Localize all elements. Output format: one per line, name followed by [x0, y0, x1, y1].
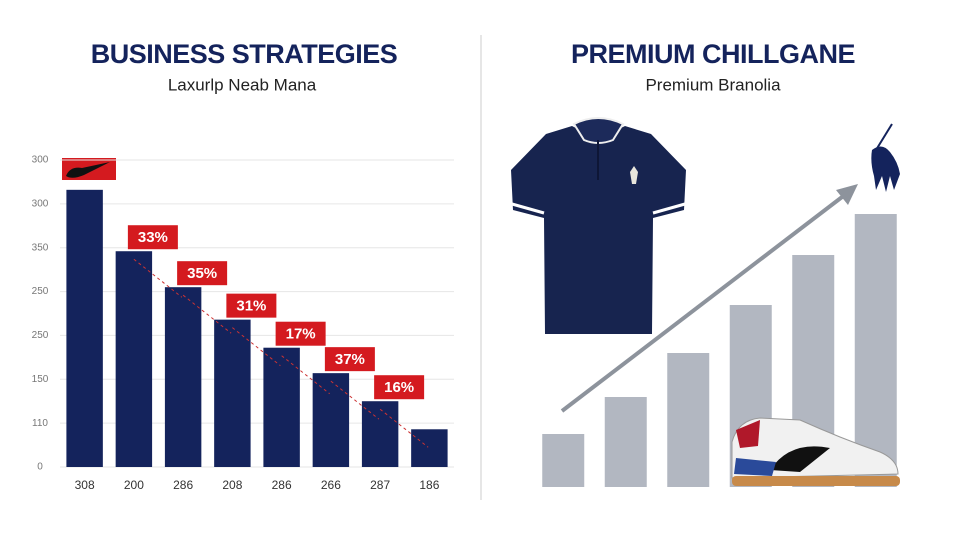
connector: [133, 258, 183, 298]
sneaker: [731, 417, 900, 486]
bar: [66, 189, 103, 467]
x-tick-label: 200: [124, 478, 144, 492]
annotation-box: [226, 293, 277, 318]
y-tick-label: 250: [32, 286, 49, 297]
connector: [330, 380, 380, 420]
bar: [604, 397, 647, 487]
annotation: 33%: [138, 229, 168, 246]
polo-shirt: [511, 117, 686, 334]
swoosh-badge: [62, 158, 116, 180]
right-title: PREMIUM CHILLGANE: [571, 39, 855, 69]
bar: [854, 214, 897, 487]
connector: [379, 408, 429, 448]
x-tick-label: 286: [173, 478, 193, 492]
annotation: 35%: [187, 265, 217, 282]
left-subtitle: Laxurlp Neab Mana: [168, 75, 317, 94]
bar: [542, 434, 585, 487]
left-title: BUSINESS STRATEGIES: [91, 39, 398, 69]
bar: [312, 373, 350, 467]
x-tick-label: 186: [419, 478, 439, 492]
x-tick-label: 266: [321, 478, 341, 492]
annotation: 16%: [384, 379, 414, 396]
bar: [164, 287, 202, 467]
bar: [667, 353, 710, 487]
annotation-box: [374, 375, 425, 400]
annotation: 31%: [236, 298, 266, 315]
y-tick-label: 300: [32, 198, 49, 209]
annotation: 17%: [286, 326, 316, 343]
x-tick-label: 287: [370, 478, 390, 492]
connector: [182, 294, 232, 334]
right-subtitle: Premium Branolia: [645, 75, 781, 94]
bar: [411, 429, 448, 467]
x-tick-label: 208: [222, 478, 242, 492]
annotation-box: [177, 261, 228, 286]
trend-arrow: [560, 184, 858, 413]
bar: [361, 401, 399, 467]
pony-logo: [871, 123, 900, 192]
annotation-box: [275, 321, 326, 346]
annotation-box: [127, 225, 178, 250]
y-tick-label: 300: [32, 155, 49, 166]
y-tick-label: 150: [32, 374, 49, 385]
annotation: 37%: [335, 351, 365, 368]
y-tick-label: 250: [32, 330, 49, 341]
y-tick-label: 350: [32, 242, 49, 253]
connector: [232, 327, 281, 367]
y-tick-label: 0: [37, 462, 43, 473]
y-tick-label: 110: [32, 418, 48, 429]
x-tick-label: 308: [75, 478, 95, 492]
bar: [263, 347, 300, 467]
connector: [281, 355, 330, 395]
x-tick-label: 286: [272, 478, 292, 492]
bar: [115, 251, 153, 467]
annotation-box: [324, 347, 375, 372]
bar: [214, 319, 251, 467]
